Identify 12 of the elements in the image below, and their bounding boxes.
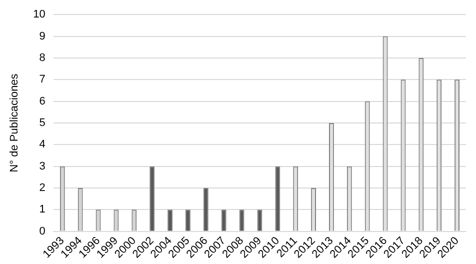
y-axis-title: N° de Publicaciones: [8, 73, 21, 172]
y-tick-label: 5: [39, 117, 46, 130]
y-tick-label: 4: [39, 138, 46, 151]
y-tick-label: 2: [39, 182, 46, 194]
y-tick-label: 1: [39, 204, 46, 216]
y-tick-label: 6: [39, 95, 46, 108]
y-tick-label: 3: [39, 160, 46, 172]
y-tick-label: 0: [39, 225, 46, 238]
y-tick-label: 10: [33, 8, 46, 21]
y-tick-label: 7: [39, 74, 46, 86]
y-tick-label: 9: [39, 30, 46, 42]
y-tick-label: 8: [39, 52, 46, 64]
